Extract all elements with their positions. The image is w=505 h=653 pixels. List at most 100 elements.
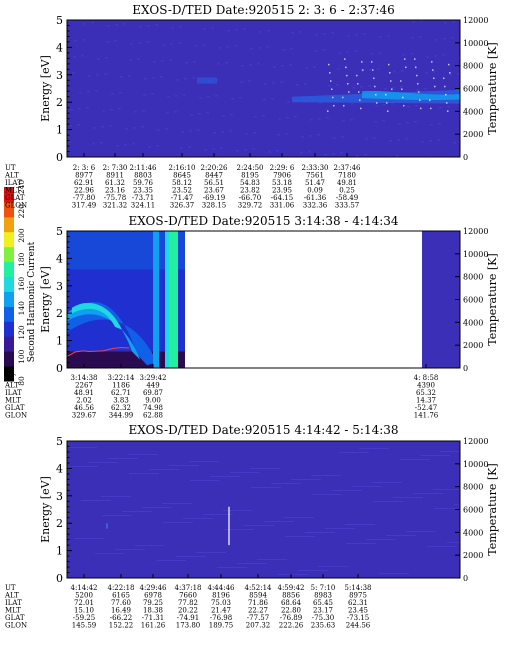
y2-axis-label: Temperature [K]: [486, 42, 499, 134]
noise-pixel: [300, 152, 303, 154]
noise-pixel: [305, 67, 308, 69]
colorbar-swatch: [4, 351, 14, 367]
colorbar-swatch: [4, 276, 14, 292]
table-cell: 4:59:42: [278, 584, 305, 592]
noise-pixel: [263, 99, 266, 101]
noise-streak: [68, 466, 98, 467]
noise-pixel: [111, 93, 114, 95]
column-blue: [153, 231, 159, 368]
table-cell: 5200: [75, 592, 93, 600]
table-row-label: UT: [5, 164, 16, 172]
speckle: [371, 61, 373, 63]
noise-pixel: [310, 119, 313, 121]
table-row-label: GLON: [5, 412, 27, 420]
noise-pixel: [437, 139, 440, 141]
speckle: [388, 63, 390, 66]
noise-streak: [135, 545, 165, 546]
noise-pixel: [231, 98, 234, 100]
table-cell: 75.03: [211, 599, 231, 607]
table-row-label: ALT: [4, 592, 19, 600]
noise-pixel: [183, 94, 186, 96]
table-cell: 49.81: [337, 179, 357, 187]
noise-pixel: [115, 24, 118, 26]
noise-pixel: [73, 56, 76, 58]
noise-pixel: [132, 143, 135, 145]
noise-pixel: [123, 23, 126, 25]
noise-pixel: [304, 83, 307, 85]
y2-tick-label: 2000: [463, 341, 483, 350]
y-tick-label: 2: [56, 307, 63, 320]
noise-streak: [81, 500, 111, 501]
table-cell: 20.22: [178, 607, 198, 615]
noise-pixel: [100, 142, 103, 144]
speckle: [420, 107, 422, 110]
noise-pixel: [225, 62, 228, 64]
table-cell: 5: 7:10: [311, 584, 336, 592]
colorbar-swatch: [4, 201, 14, 218]
table-cell: 23.17: [313, 607, 333, 615]
table-row-label: ALT: [4, 172, 19, 180]
noise-streak: [128, 454, 158, 455]
noise-pixel: [206, 112, 209, 114]
noise-pixel: [119, 92, 122, 94]
speckle: [329, 72, 331, 74]
noise-pixel: [165, 128, 168, 130]
noise-pixel: [328, 85, 331, 87]
table-cell: 329.72: [238, 202, 263, 210]
table-cell: -76.98: [210, 614, 232, 622]
y-axis-label: Energy [eV]: [39, 476, 52, 543]
noise-pixel: [226, 46, 229, 48]
noise-pixel: [192, 77, 195, 79]
table-cell: 8594: [249, 592, 267, 600]
table-cell: -69.19: [203, 194, 225, 202]
noise-pixel: [289, 64, 292, 66]
noise-pixel: [278, 118, 281, 120]
noise-pixel: [134, 111, 137, 113]
noise-pixel: [106, 41, 109, 43]
table-cell: 8803: [134, 172, 152, 180]
noise-pixel: [128, 75, 131, 77]
table-cell: 18.38: [143, 607, 163, 615]
noise-pixel: [151, 93, 154, 95]
noise-pixel: [153, 61, 156, 63]
table-row-label: GLON: [5, 622, 27, 630]
table-cell: 2: 7:30: [103, 164, 128, 172]
noise-pixel: [308, 151, 311, 153]
table-row-label: ILAT: [5, 179, 22, 187]
band-inner: [362, 91, 460, 101]
noise-pixel: [243, 28, 246, 30]
noise-pixel: [426, 56, 429, 58]
noise-pixel: [105, 57, 108, 59]
noise-pixel: [144, 78, 147, 80]
noise-pixel: [155, 24, 158, 26]
table-cell: 449: [146, 382, 159, 390]
noise-pixel: [425, 72, 428, 74]
noise-pixel: [190, 114, 193, 116]
noise-pixel: [81, 55, 84, 57]
noise-pixel: [174, 111, 177, 113]
noise-pixel: [338, 52, 341, 54]
noise-streak: [271, 483, 301, 484]
colorbar-tick-label: 200: [17, 228, 26, 243]
table-cell: 68.64: [281, 599, 302, 607]
noise-pixel: [109, 125, 112, 127]
table-cell: 4390: [417, 382, 435, 390]
noise-streak: [359, 448, 389, 449]
speckle: [429, 99, 431, 101]
y2-tick-label: 10000: [463, 460, 488, 469]
noise-streak: [156, 560, 186, 561]
table-cell: 4:37:18: [175, 584, 202, 592]
table-cell: 23.82: [240, 187, 260, 195]
noise-pixel: [419, 36, 422, 38]
noise-pixel: [271, 98, 274, 100]
speckle: [418, 91, 420, 93]
table-cell: 161.26: [141, 622, 166, 630]
panel-1: EXOS-D/TED Date:920515 2: 3: 6 - 2:37:46…: [4, 3, 499, 210]
noise-pixel: [379, 36, 382, 38]
y-tick-label: 3: [56, 280, 63, 293]
table-cell: 2:16:10: [169, 164, 196, 172]
noise-pixel: [309, 135, 312, 137]
noise-pixel: [451, 37, 454, 39]
colorbar-tick-label: 220: [17, 204, 26, 219]
colorbar-tick-label: 160: [17, 277, 26, 292]
